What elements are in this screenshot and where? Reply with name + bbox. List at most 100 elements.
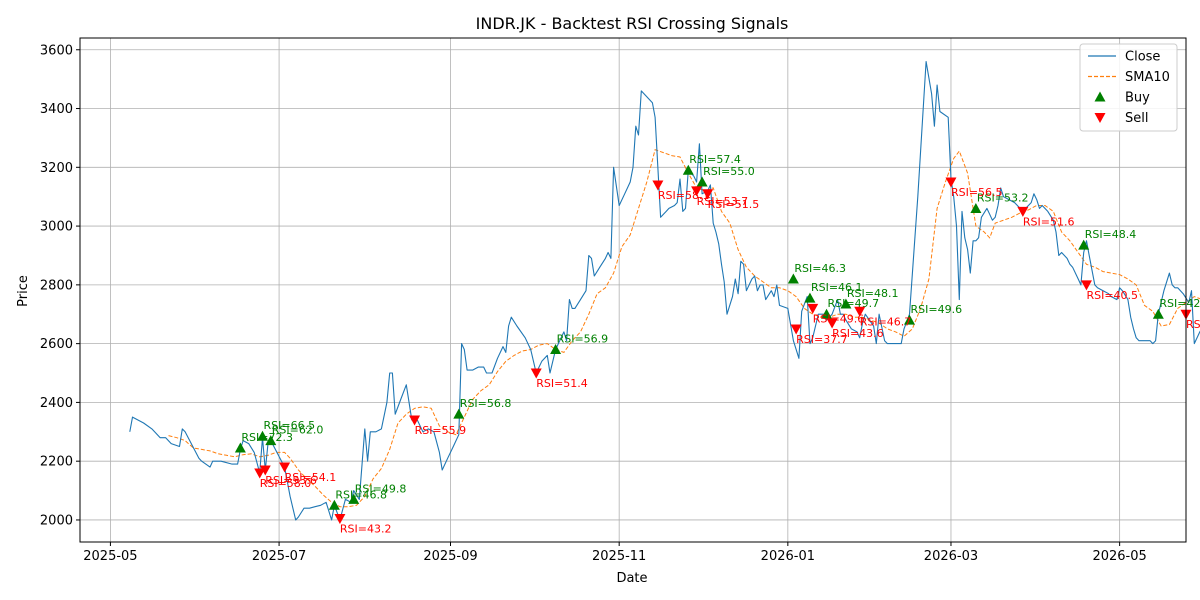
close-line [129, 60, 1200, 521]
sell-label: RSI=37.7 [796, 333, 848, 346]
sell-label: RSI=51.6 [1023, 215, 1075, 228]
buy-marker [256, 430, 268, 441]
sell-label: RSI=55.9 [415, 424, 467, 437]
sell-marker [254, 468, 266, 479]
buy-label: RSI=49.7 [828, 297, 880, 310]
sell-label: RSI=42.9 [1186, 318, 1200, 331]
sell-label: RSI=53.7 [697, 195, 749, 208]
buy-label: RSI=55.0 [703, 165, 755, 178]
legend-label: Buy [1125, 91, 1150, 106]
sell-marker [945, 177, 957, 188]
x-tick-label: 2026-01 [761, 549, 815, 564]
chart-title: INDR.JK - Backtest RSI Crossing Signals [476, 14, 789, 33]
sell-label: RSI=46.7 [860, 315, 912, 328]
sell-label: RSI=40.5 [1086, 289, 1138, 302]
buy-label: RSI=48.1 [847, 287, 899, 300]
sell-marker [334, 513, 346, 524]
buy-label: RSI=46.3 [794, 262, 846, 275]
close-series [129, 60, 1200, 521]
buy-marker [840, 298, 852, 309]
sell-label: RSI=51.5 [708, 198, 760, 211]
sell-marker [807, 303, 819, 314]
buy-label: RSI=56.9 [557, 333, 609, 346]
y-tick-label: 2400 [40, 396, 73, 411]
sell-marker [702, 189, 714, 200]
sma10-series [168, 149, 1200, 508]
buy-label: RSI=46.1 [811, 281, 863, 294]
sell-label: RSI=56.5 [951, 186, 1003, 199]
buy-label: RSI=49.6 [911, 303, 963, 316]
sell-marker [530, 368, 542, 379]
sell-marker [279, 462, 291, 473]
buy-marker [453, 408, 465, 419]
y-tick-label: 2000 [40, 513, 73, 528]
sell-label: RSI=43.2 [340, 522, 392, 535]
x-tick-label: 2026-03 [924, 549, 978, 564]
legend: Close SMA10 Buy Sell [1079, 43, 1178, 132]
sell-label: RSI=53.6 [265, 474, 317, 487]
sell-marker [259, 465, 271, 476]
sell-label: RSI=49.6 [813, 312, 865, 325]
buy-marker [821, 308, 833, 319]
sell-label: RSI=54.1 [285, 471, 337, 484]
y-tick-label: 2200 [40, 455, 73, 470]
x-tick-label: 2025-11 [592, 549, 646, 564]
sell-label: RSI=58.0 [260, 477, 312, 490]
buy-label: RSI=48.4 [1085, 228, 1137, 241]
buy-label: RSI=57.4 [689, 153, 741, 166]
legend-buy-swatch [1094, 91, 1106, 102]
buy-label: RSI=53.2 [977, 191, 1029, 204]
buy-marker [787, 273, 799, 284]
buy-marker [1152, 308, 1164, 319]
legend-sell-swatch [1094, 113, 1106, 123]
buy-marker [970, 202, 982, 213]
buy-marker [682, 164, 694, 175]
y-axis-ticks: 2000 2200 2400 2600 2800 3000 3200 3400 3600 [40, 43, 80, 528]
y-tick-label: 3600 [40, 43, 73, 58]
buy-marker [904, 314, 915, 325]
sell-label: RSI=43.6 [832, 327, 884, 340]
legend-label: Sell [1125, 111, 1148, 126]
x-tick-label: 2025-09 [423, 549, 477, 564]
y-tick-label: 3200 [40, 161, 73, 176]
sell-marker [854, 306, 866, 317]
buy-label: RSI=66.5 [263, 419, 315, 432]
y-axis-label: Price [16, 275, 31, 307]
sell-marker [826, 318, 838, 329]
plot-frame [79, 37, 1187, 543]
sell-marker [691, 186, 703, 197]
buy-marker [550, 344, 562, 355]
legend-label: SMA10 [1125, 70, 1170, 85]
y-tick-label: 2600 [40, 337, 73, 352]
y-tick-label: 3400 [40, 102, 73, 117]
buy-label: RSI=56.8 [460, 397, 512, 410]
y-tick-label: 3000 [40, 220, 73, 235]
x-axis-label: Date [616, 571, 647, 586]
legend-label: Close [1125, 50, 1160, 65]
buy-marker [804, 292, 816, 303]
legend-box [1079, 43, 1178, 132]
buy-label: RSI=72.3 [241, 431, 293, 444]
x-tick-label: 2025-05 [83, 549, 137, 564]
sell-marker [652, 180, 664, 191]
x-axis-ticks: 2025-05 2025-07 2025-09 2025-11 2026-01 2026-… [83, 542, 1147, 564]
buy-label: RSI=49.8 [355, 482, 407, 495]
y-tick-label: 2800 [40, 278, 73, 293]
sma10-line [168, 149, 1200, 508]
buy-marker [328, 499, 340, 510]
x-tick-label: 2026-05 [1092, 549, 1146, 564]
sell-marker [409, 415, 421, 426]
buy-marker [265, 435, 277, 446]
sell-marker [1017, 206, 1029, 217]
buy-marker [348, 493, 360, 504]
buy-label: RSI=42.9 [1159, 297, 1200, 310]
buy-label: RSI=46.8 [335, 488, 387, 501]
sell-marker [790, 324, 802, 335]
sell-label: RSI=51.4 [536, 377, 588, 390]
buy-marker [234, 442, 246, 453]
x-tick-label: 2025-07 [252, 549, 306, 564]
buy-label: RSI=62.0 [272, 424, 324, 437]
